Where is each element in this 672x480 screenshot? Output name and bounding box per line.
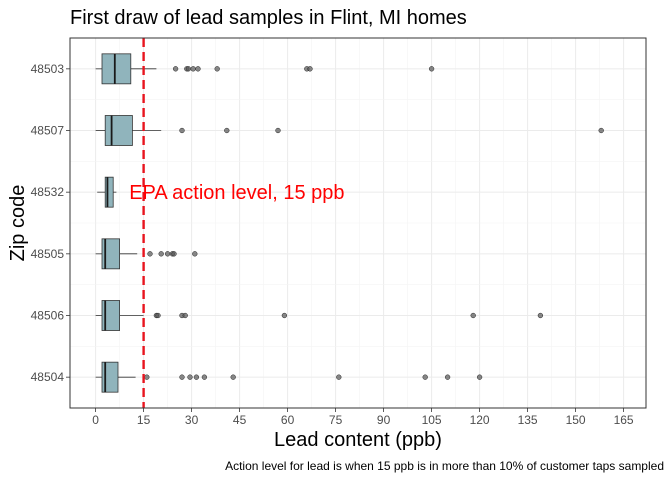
plot-panel: EPA action level, 15 ppb 0 15 30 45 60 75 90 105… <box>31 37 647 427</box>
y-tick-label: 48532 <box>31 185 65 199</box>
outlier-point <box>179 374 185 380</box>
outlier-point <box>444 374 451 380</box>
x-tick-label: 15 <box>137 413 151 427</box>
outlier-point <box>336 374 342 380</box>
x-tick-label: 120 <box>470 413 490 427</box>
x-tick-label: 45 <box>233 413 247 427</box>
outlier-point <box>195 66 201 72</box>
x-tick-label: 150 <box>566 413 586 427</box>
y-tick-label: 48504 <box>31 370 65 384</box>
outlier-point <box>147 251 153 257</box>
outlier-point <box>185 66 192 72</box>
x-tick-label: 75 <box>329 413 343 427</box>
outlier-point <box>164 251 171 257</box>
box-48505 <box>101 238 121 270</box>
outlier-point <box>428 66 435 72</box>
y-tick-label: 48503 <box>31 62 65 76</box>
outlier-point <box>144 374 150 380</box>
x-tick-label: 30 <box>185 413 199 427</box>
outlier-point <box>187 374 193 380</box>
outlier-point <box>476 374 483 380</box>
box-48532 <box>104 176 114 208</box>
outlier-point <box>201 374 208 380</box>
outlier-point <box>422 374 428 380</box>
box-48506 <box>101 300 121 331</box>
outlier-point <box>190 66 196 72</box>
outlier-point <box>537 312 544 319</box>
x-tick-label: 165 <box>614 413 634 427</box>
x-tick-label: 105 <box>422 413 442 427</box>
y-tick-label: 48507 <box>31 124 65 138</box>
outlier-point <box>230 374 236 380</box>
y-tick-label: 48505 <box>31 247 65 261</box>
outlier-point <box>275 127 281 134</box>
box-48507 <box>104 115 133 146</box>
outlier-point <box>179 127 185 134</box>
outlier-point <box>158 251 164 257</box>
x-tick-label: 0 <box>92 413 99 427</box>
outlier-point <box>193 374 200 380</box>
box-48503 <box>101 53 132 85</box>
outlier-point <box>598 127 604 134</box>
x-tick-label: 90 <box>377 413 391 427</box>
x-tick-label: 60 <box>281 413 295 427</box>
x-axis-title: Lead content (ppb) <box>274 429 442 451</box>
outlier-point <box>307 66 313 72</box>
y-axis-title: Zip code <box>7 185 29 262</box>
outlier-point <box>281 312 288 319</box>
x-tick-label: 135 <box>518 413 538 427</box>
epa-annotation: EPA action level, 15 ppb <box>129 182 344 204</box>
outlier-point <box>192 251 198 257</box>
y-tick-label: 48506 <box>31 309 65 323</box>
chart-caption: Action level for lead is when 15 ppb is … <box>225 459 664 473</box>
outlier-point <box>224 127 230 134</box>
outlier-point <box>214 66 220 72</box>
outlier-point <box>182 312 188 319</box>
outlier-point <box>171 251 177 257</box>
outlier-point <box>172 66 179 72</box>
outlier-point <box>155 312 161 319</box>
chart-title: First draw of lead samples in Flint, MI … <box>70 7 467 29</box>
outlier-point <box>470 312 476 319</box>
panel-border <box>69 37 647 409</box>
